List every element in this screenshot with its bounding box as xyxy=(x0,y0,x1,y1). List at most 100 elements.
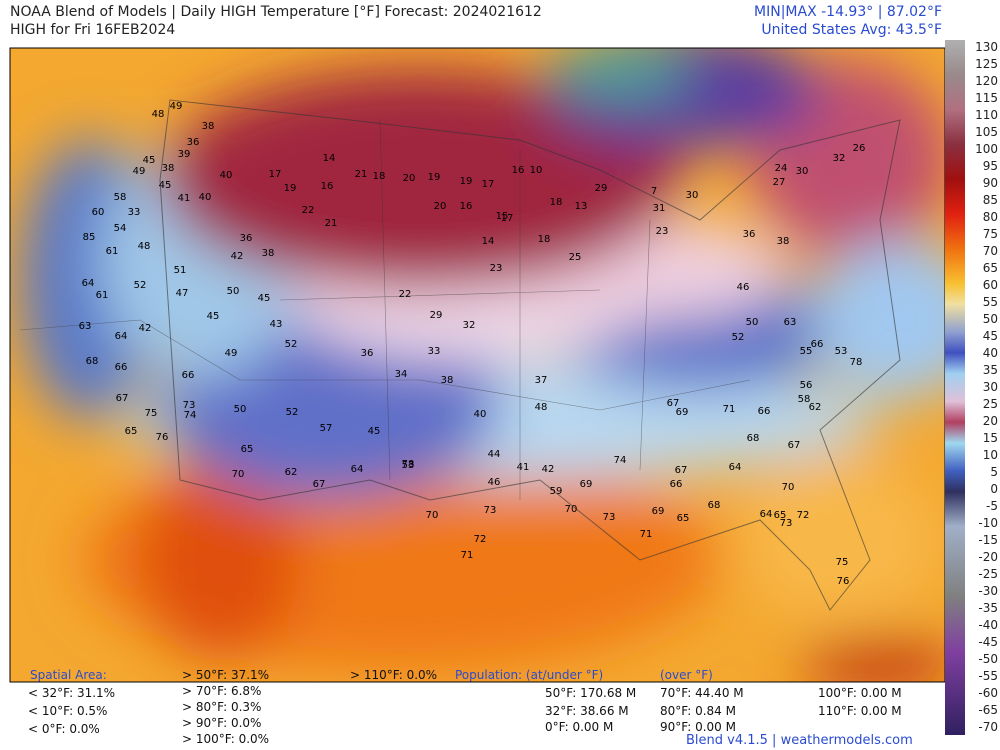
colorbar-label: 10 xyxy=(983,448,998,462)
station-temp: 65 xyxy=(774,510,787,521)
station-temp: 31 xyxy=(653,203,666,214)
station-temp: 70 xyxy=(782,482,795,493)
stat: < 0°F: 0.0% xyxy=(28,722,100,736)
colorbar-label: 95 xyxy=(983,159,998,173)
station-temp: 71 xyxy=(461,550,474,561)
station-temp: 53 xyxy=(835,346,848,357)
colorbar-label: -70 xyxy=(978,720,998,734)
station-temp: 48 xyxy=(138,241,151,252)
station-temp: 67 xyxy=(788,440,801,451)
station-temp: 19 xyxy=(284,183,297,194)
stat: 0°F: 0.00 M xyxy=(545,720,614,734)
colorbar-label: 15 xyxy=(983,431,998,445)
station-temp: 74 xyxy=(614,455,627,466)
station-temp: 39 xyxy=(178,149,191,160)
station-temp: 7 xyxy=(651,186,657,197)
station-temp: 41 xyxy=(517,462,530,473)
station-temp: 13 xyxy=(575,201,588,212)
station-temp: 45 xyxy=(207,311,220,322)
station-temp: 36 xyxy=(361,348,374,359)
station-temp: 18 xyxy=(373,171,386,182)
colorbar-label: 50 xyxy=(983,312,998,326)
station-temp: 20 xyxy=(403,173,416,184)
station-temp: 48 xyxy=(152,109,165,120)
colorbar-label: -10 xyxy=(978,516,998,530)
colorbar-label: -55 xyxy=(978,669,998,683)
station-temp: 63 xyxy=(784,317,797,328)
colorbar-label: 35 xyxy=(983,363,998,377)
station-temp: 62 xyxy=(285,467,298,478)
stat: 32°F: 38.66 M xyxy=(545,704,629,718)
station-temp: 16 xyxy=(460,201,473,212)
station-temp: 16 xyxy=(512,165,525,176)
station-temp: 25 xyxy=(569,252,582,263)
station-temp: 17 xyxy=(482,179,495,190)
station-temp: 61 xyxy=(106,246,119,257)
colorbar-label: 120 xyxy=(975,74,998,88)
stat: 90°F: 0.00 M xyxy=(660,720,736,734)
station-temp: 50 xyxy=(746,317,759,328)
station-temp: 32 xyxy=(463,320,476,331)
colorbar-label: -45 xyxy=(978,635,998,649)
station-temp: 27 xyxy=(773,177,786,188)
station-temp: 66 xyxy=(670,479,683,490)
station-temp: 48 xyxy=(535,402,548,413)
stat: 50°F: 170.68 M xyxy=(545,686,637,700)
colorbar-label: -35 xyxy=(978,601,998,615)
station-temp: 34 xyxy=(395,369,408,380)
colorbar-label: 45 xyxy=(983,329,998,343)
spatial-label: Spatial Area: xyxy=(30,668,107,682)
colorbar-label: -40 xyxy=(978,618,998,632)
station-temp: 19 xyxy=(428,172,441,183)
station-temp: 46 xyxy=(737,282,750,293)
station-temp: 74 xyxy=(184,410,197,421)
colorbar-label: -5 xyxy=(986,499,998,513)
colorbar-label: 75 xyxy=(983,227,998,241)
station-temp: 72 xyxy=(474,534,487,545)
station-temp: 17 xyxy=(501,213,514,224)
station-temp: 64 xyxy=(82,278,95,289)
station-temp: 53 xyxy=(402,460,415,471)
station-temp: 67 xyxy=(667,398,680,409)
station-temp: 78 xyxy=(850,357,863,368)
station-temp: 69 xyxy=(652,506,665,517)
population-label: Population: (at/under °F) xyxy=(455,668,604,682)
station-temp: 36 xyxy=(187,137,200,148)
station-temp: 49 xyxy=(133,166,146,177)
over-label: (over °F) xyxy=(660,668,713,682)
station-temp: 42 xyxy=(542,464,555,475)
station-temp: 64 xyxy=(115,331,128,342)
station-temp: 44 xyxy=(488,449,501,460)
station-temp: 70 xyxy=(232,469,245,480)
station-temp: 65 xyxy=(677,513,690,524)
station-temp: 17 xyxy=(269,169,282,180)
colorbar-label: 60 xyxy=(983,278,998,292)
station-temp: 41 xyxy=(178,193,191,204)
title: NOAA Blend of Models | Daily HIGH Temper… xyxy=(10,4,542,20)
station-temp: 36 xyxy=(240,233,253,244)
station-temp: 50 xyxy=(227,286,240,297)
station-temp: 58 xyxy=(798,394,811,405)
station-temp: 27 xyxy=(0,0,6,3)
stat: > 100°F: 0.0% xyxy=(182,732,270,746)
stat: 70°F: 44.40 M xyxy=(660,686,744,700)
station-temp: 14 xyxy=(482,236,495,247)
station-temp: 73 xyxy=(484,505,497,516)
station-temp: 50 xyxy=(234,404,247,415)
stat: 80°F: 0.84 M xyxy=(660,704,736,718)
colorbar-label: 130 xyxy=(975,40,998,54)
stat: > 50°F: 37.1% xyxy=(182,668,270,682)
station-temp: 59 xyxy=(550,486,563,497)
station-temp: 76 xyxy=(837,576,850,587)
station-temp: 73 xyxy=(780,518,793,529)
station-temp: 42 xyxy=(139,323,152,334)
colorbar-label: -65 xyxy=(978,703,998,717)
station-temp: 73 xyxy=(183,400,196,411)
station-temp: 67 xyxy=(313,479,326,490)
station-temp: 61 xyxy=(96,290,109,301)
station-temp: 38 xyxy=(262,248,275,259)
station-temp: 54 xyxy=(114,223,127,234)
color-bar xyxy=(945,40,965,735)
